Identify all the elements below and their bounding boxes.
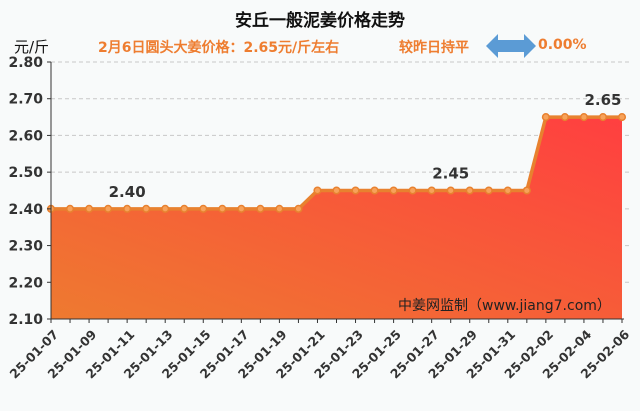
data-point bbox=[65, 204, 75, 213]
data-point bbox=[484, 186, 493, 195]
y-tick-label: 2.40 bbox=[8, 202, 43, 218]
price-summary: 2月6日圆头大姜价格：2.65元/斤左右 bbox=[98, 40, 340, 56]
y-tick-label: 2.60 bbox=[8, 128, 43, 144]
data-point bbox=[256, 204, 265, 213]
change-percent: 0.00% bbox=[538, 37, 587, 53]
data-point bbox=[199, 204, 208, 213]
data-point bbox=[161, 204, 170, 213]
data-label: 2.40 bbox=[109, 183, 146, 201]
price-area bbox=[51, 117, 622, 319]
data-label: 2.65 bbox=[584, 91, 621, 109]
data-point bbox=[313, 186, 322, 195]
data-point bbox=[503, 186, 512, 195]
left-right-arrow-icon bbox=[486, 34, 536, 58]
y-tick-label: 2.20 bbox=[8, 275, 43, 291]
watermark: 中姜网监制（www.jiang7.com） bbox=[398, 298, 611, 314]
data-point bbox=[446, 186, 455, 195]
data-point bbox=[370, 186, 379, 195]
chart-title: 安丘一般泥姜价格走势 bbox=[235, 11, 405, 31]
data-point bbox=[389, 186, 398, 195]
data-point bbox=[180, 204, 189, 213]
data-point bbox=[85, 204, 94, 213]
data-point bbox=[218, 204, 227, 213]
data-point bbox=[465, 186, 474, 195]
data-point bbox=[332, 186, 341, 195]
data-point bbox=[579, 113, 588, 122]
y-tick-label: 2.70 bbox=[8, 92, 43, 108]
data-point bbox=[237, 204, 246, 213]
y-tick-label: 2.50 bbox=[8, 165, 43, 181]
data-point bbox=[408, 186, 417, 195]
y-tick-label: 2.30 bbox=[8, 239, 43, 255]
data-point bbox=[541, 113, 550, 122]
y-tick-label: 2.10 bbox=[8, 312, 43, 328]
data-point bbox=[598, 113, 608, 122]
data-point bbox=[294, 204, 303, 213]
data-point bbox=[142, 204, 151, 213]
data-label: 2.45 bbox=[432, 165, 469, 183]
y-tick-label: 2.80 bbox=[8, 55, 43, 71]
y-axis-unit: 元/斤 bbox=[14, 38, 50, 56]
data-point bbox=[351, 186, 360, 195]
data-point bbox=[123, 204, 132, 213]
data-point bbox=[104, 204, 113, 213]
data-point bbox=[275, 204, 284, 213]
data-point bbox=[522, 186, 531, 195]
data-point bbox=[617, 113, 627, 122]
data-point bbox=[560, 113, 569, 122]
change-text: 较昨日持平 bbox=[399, 40, 469, 56]
data-point bbox=[427, 186, 436, 195]
